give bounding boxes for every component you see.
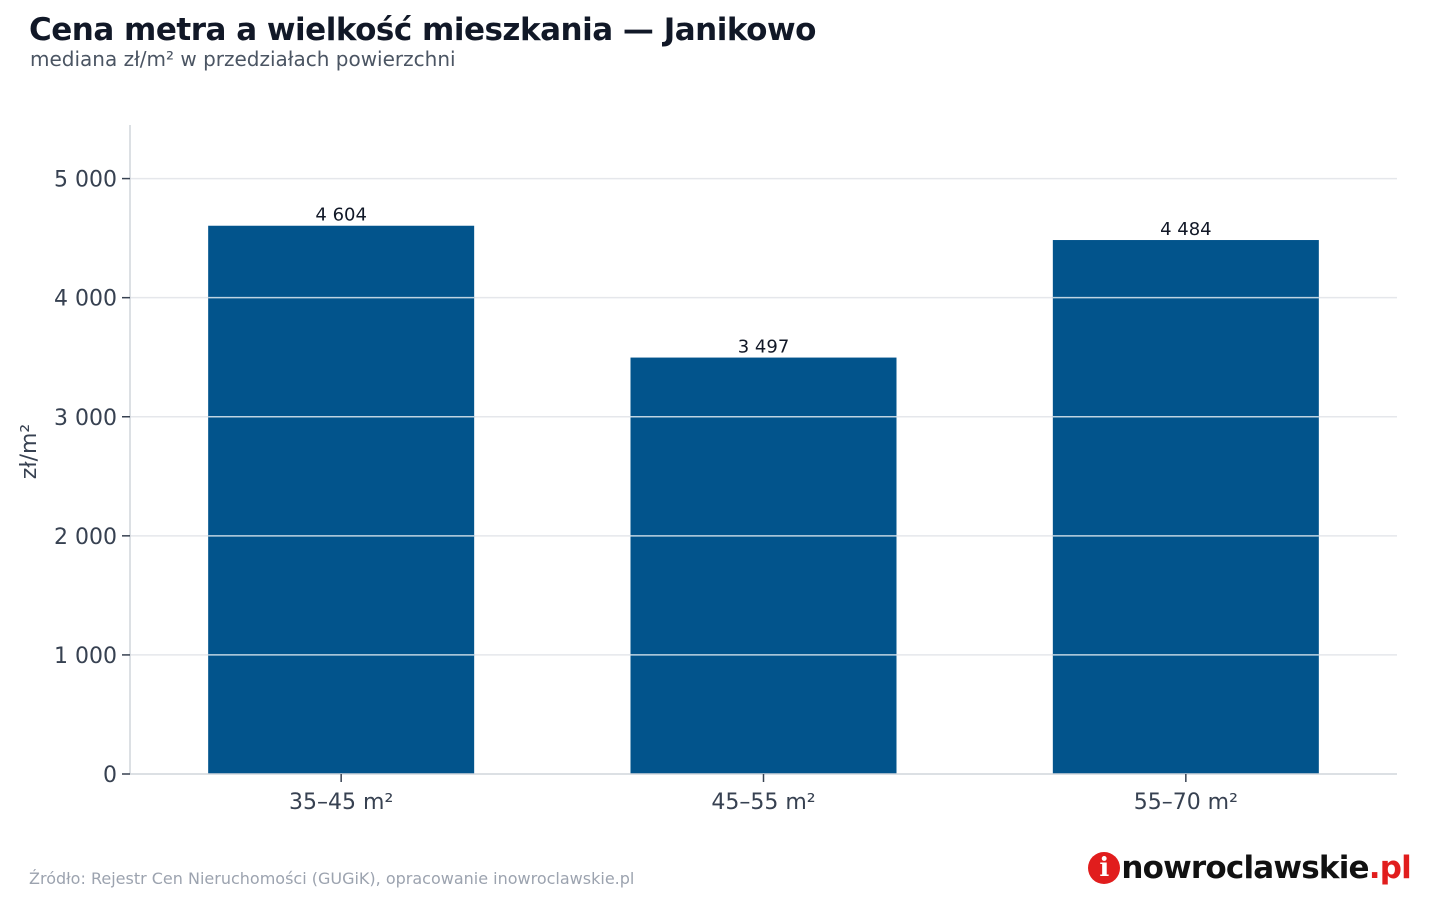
x-tick-label: 55–70 m² xyxy=(1134,790,1238,815)
bar-value-label: 4 604 xyxy=(315,205,367,226)
bar-value-label: 4 484 xyxy=(1160,219,1212,240)
chart-subtitle: mediana zł/m² w przedziałach powierzchni xyxy=(30,47,456,71)
y-tick-label: 2 000 xyxy=(54,525,117,550)
source-note: Źródło: Rejestr Cen Nieruchomości (GUGiK… xyxy=(29,869,635,888)
y-tick-label: 3 000 xyxy=(54,406,117,431)
y-tick-label: 0 xyxy=(103,763,117,788)
logo-suffix: .pl xyxy=(1368,850,1412,886)
y-tick-label: 5 000 xyxy=(54,168,117,193)
bar xyxy=(208,225,475,775)
y-tick-label: 1 000 xyxy=(54,644,117,669)
logo-wordmark: nowroclawskie.pl xyxy=(1121,850,1411,886)
bar xyxy=(630,357,897,774)
chart-title: Cena metra a wielkość mieszkania — Janik… xyxy=(29,12,816,48)
bar xyxy=(1052,240,1319,775)
x-tick-label: 45–55 m² xyxy=(711,790,815,815)
y-tick-label: 4 000 xyxy=(54,287,117,312)
bar-value-label: 3 497 xyxy=(738,337,790,358)
y-axis-label: zł/m² xyxy=(17,424,42,479)
x-tick-label: 35–45 m² xyxy=(289,790,393,815)
logo-info-icon: i xyxy=(1088,852,1121,884)
site-logo: i nowroclawskie.pl xyxy=(1088,848,1412,888)
logo-main-text: nowroclawskie xyxy=(1121,850,1369,886)
